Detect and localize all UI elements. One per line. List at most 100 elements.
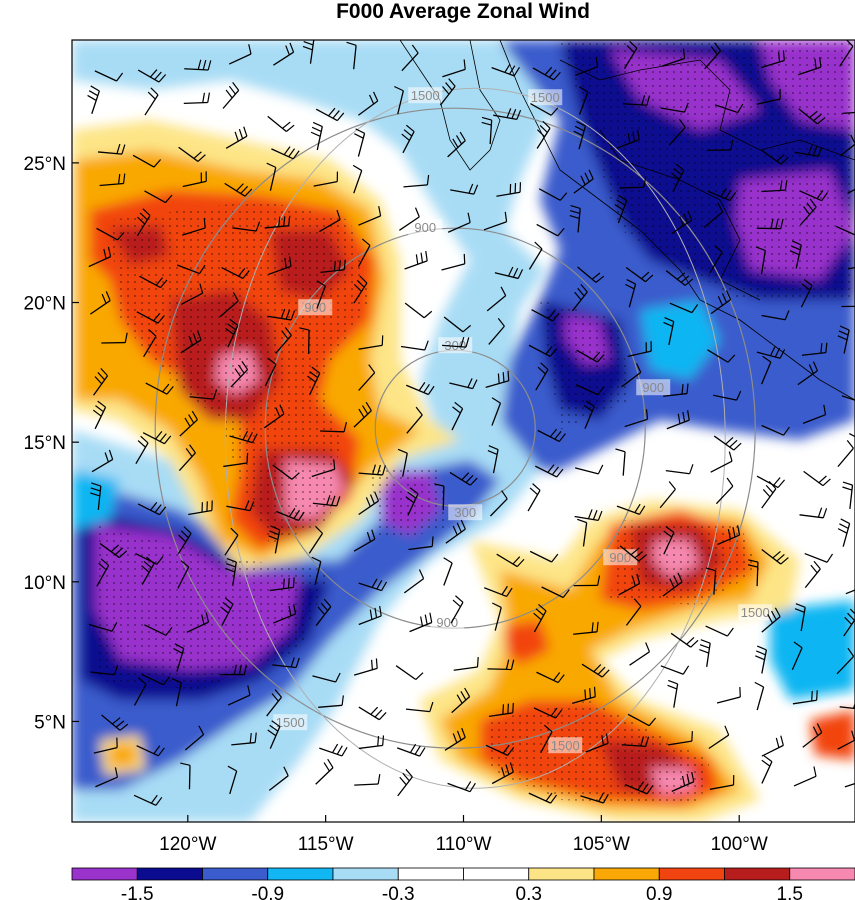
wind-barb [528, 241, 543, 270]
wind-barb [180, 330, 202, 354]
wind-barb [665, 270, 694, 286]
wind-barb [761, 480, 777, 509]
x-tick-label: 120°W [159, 834, 216, 855]
colorbar-swatch [463, 867, 530, 881]
wind-barb [699, 639, 711, 667]
wind-barb [307, 366, 321, 396]
wind-barb [538, 188, 568, 201]
wind-barb [493, 108, 522, 121]
wind-barb [299, 327, 310, 355]
wind-barb [843, 608, 855, 637]
wind-barb [276, 508, 305, 522]
wind-barb [272, 657, 300, 669]
wind-barb [536, 120, 551, 149]
wind-barb [311, 556, 322, 586]
y-axis-ticks: 25°N 20°N 15°N 10°N 5°N [24, 154, 79, 733]
wind-barb [441, 253, 466, 271]
wind-barb [573, 575, 601, 587]
wind-barb [625, 266, 654, 283]
wind-barb [532, 66, 561, 81]
wind-barb [756, 218, 784, 230]
wind-barb [266, 689, 282, 717]
wind-barb [399, 207, 420, 231]
wind-barb [186, 612, 210, 633]
wind-barb [667, 679, 679, 708]
wind-barb [707, 349, 736, 363]
wind-barb [220, 664, 247, 676]
x-tick-label: 110°W [436, 834, 492, 855]
wind-barb [755, 645, 768, 674]
wind-barb [577, 518, 588, 547]
wind-barb [803, 470, 831, 487]
wind-barb [171, 678, 182, 707]
wind-barb [442, 336, 470, 348]
wind-barb [533, 603, 547, 633]
wind-barb [346, 41, 357, 70]
wind-barb [619, 177, 647, 189]
wind-barb [761, 424, 790, 436]
wind-barb [842, 111, 855, 114]
wind-barb [585, 733, 609, 753]
wind-barb [794, 145, 823, 157]
wind-barb [839, 702, 855, 710]
wind-barb [173, 643, 185, 672]
wind-barb [189, 389, 218, 400]
wind-barb [756, 475, 786, 489]
wind-barb [88, 622, 118, 632]
wind-barb [528, 792, 558, 804]
wind-barb [225, 126, 248, 149]
wind-barb [755, 246, 766, 275]
wind-barb [529, 550, 559, 563]
wind-barb [802, 404, 827, 424]
wind-barb [401, 124, 415, 154]
wind-barb [447, 131, 466, 158]
wind-barb [837, 440, 854, 468]
wind-barb [663, 526, 675, 555]
wind-barbs [87, 40, 855, 806]
wind-barb [228, 44, 252, 65]
wind-barb [87, 85, 100, 114]
wind-barb [358, 491, 380, 516]
ring-label-bg [636, 379, 671, 396]
wind-barb [352, 164, 363, 194]
wind-barb [494, 266, 524, 280]
wind-barb [451, 401, 464, 431]
wind-barb [670, 632, 699, 648]
wind-barb [488, 317, 505, 345]
wind-barb [706, 140, 734, 152]
wind-barb [97, 143, 126, 155]
wind-barb [761, 50, 785, 69]
wind-barb [791, 641, 803, 671]
wind-barb [222, 82, 240, 109]
colorbar: -1.5 -0.9 -0.3 0.3 0.9 1.5 [71, 867, 855, 900]
wind-barb [450, 595, 464, 624]
wind-barb [263, 404, 285, 429]
wind-barb [625, 598, 642, 626]
wind-barb [624, 781, 654, 795]
wind-barb [308, 525, 324, 554]
wind-barb [271, 146, 300, 160]
wind-barb [394, 85, 404, 115]
wind-barb [434, 483, 445, 511]
colorbar-label: -1.5 [121, 884, 154, 900]
wind-barb [357, 238, 371, 267]
wind-barb [621, 363, 642, 388]
wind-barb [492, 602, 502, 631]
wind-barb [528, 344, 558, 357]
wind-barb [442, 59, 466, 78]
colorbar-swatch [789, 867, 855, 881]
wind-barb [618, 573, 641, 596]
range-ring-label: 1500 [411, 88, 440, 103]
wind-barb [491, 397, 502, 426]
wind-barb [93, 367, 109, 396]
wind-barb [144, 87, 159, 116]
ring-label-bg [528, 89, 563, 106]
wind-barb [223, 452, 249, 468]
wind-barb [761, 607, 781, 633]
wind-barb [836, 647, 855, 675]
wind-barb [444, 727, 466, 751]
wind-barb [358, 335, 384, 350]
wind-barb [663, 317, 675, 346]
wind-barb [484, 585, 513, 598]
ring-label-bg [548, 737, 583, 754]
